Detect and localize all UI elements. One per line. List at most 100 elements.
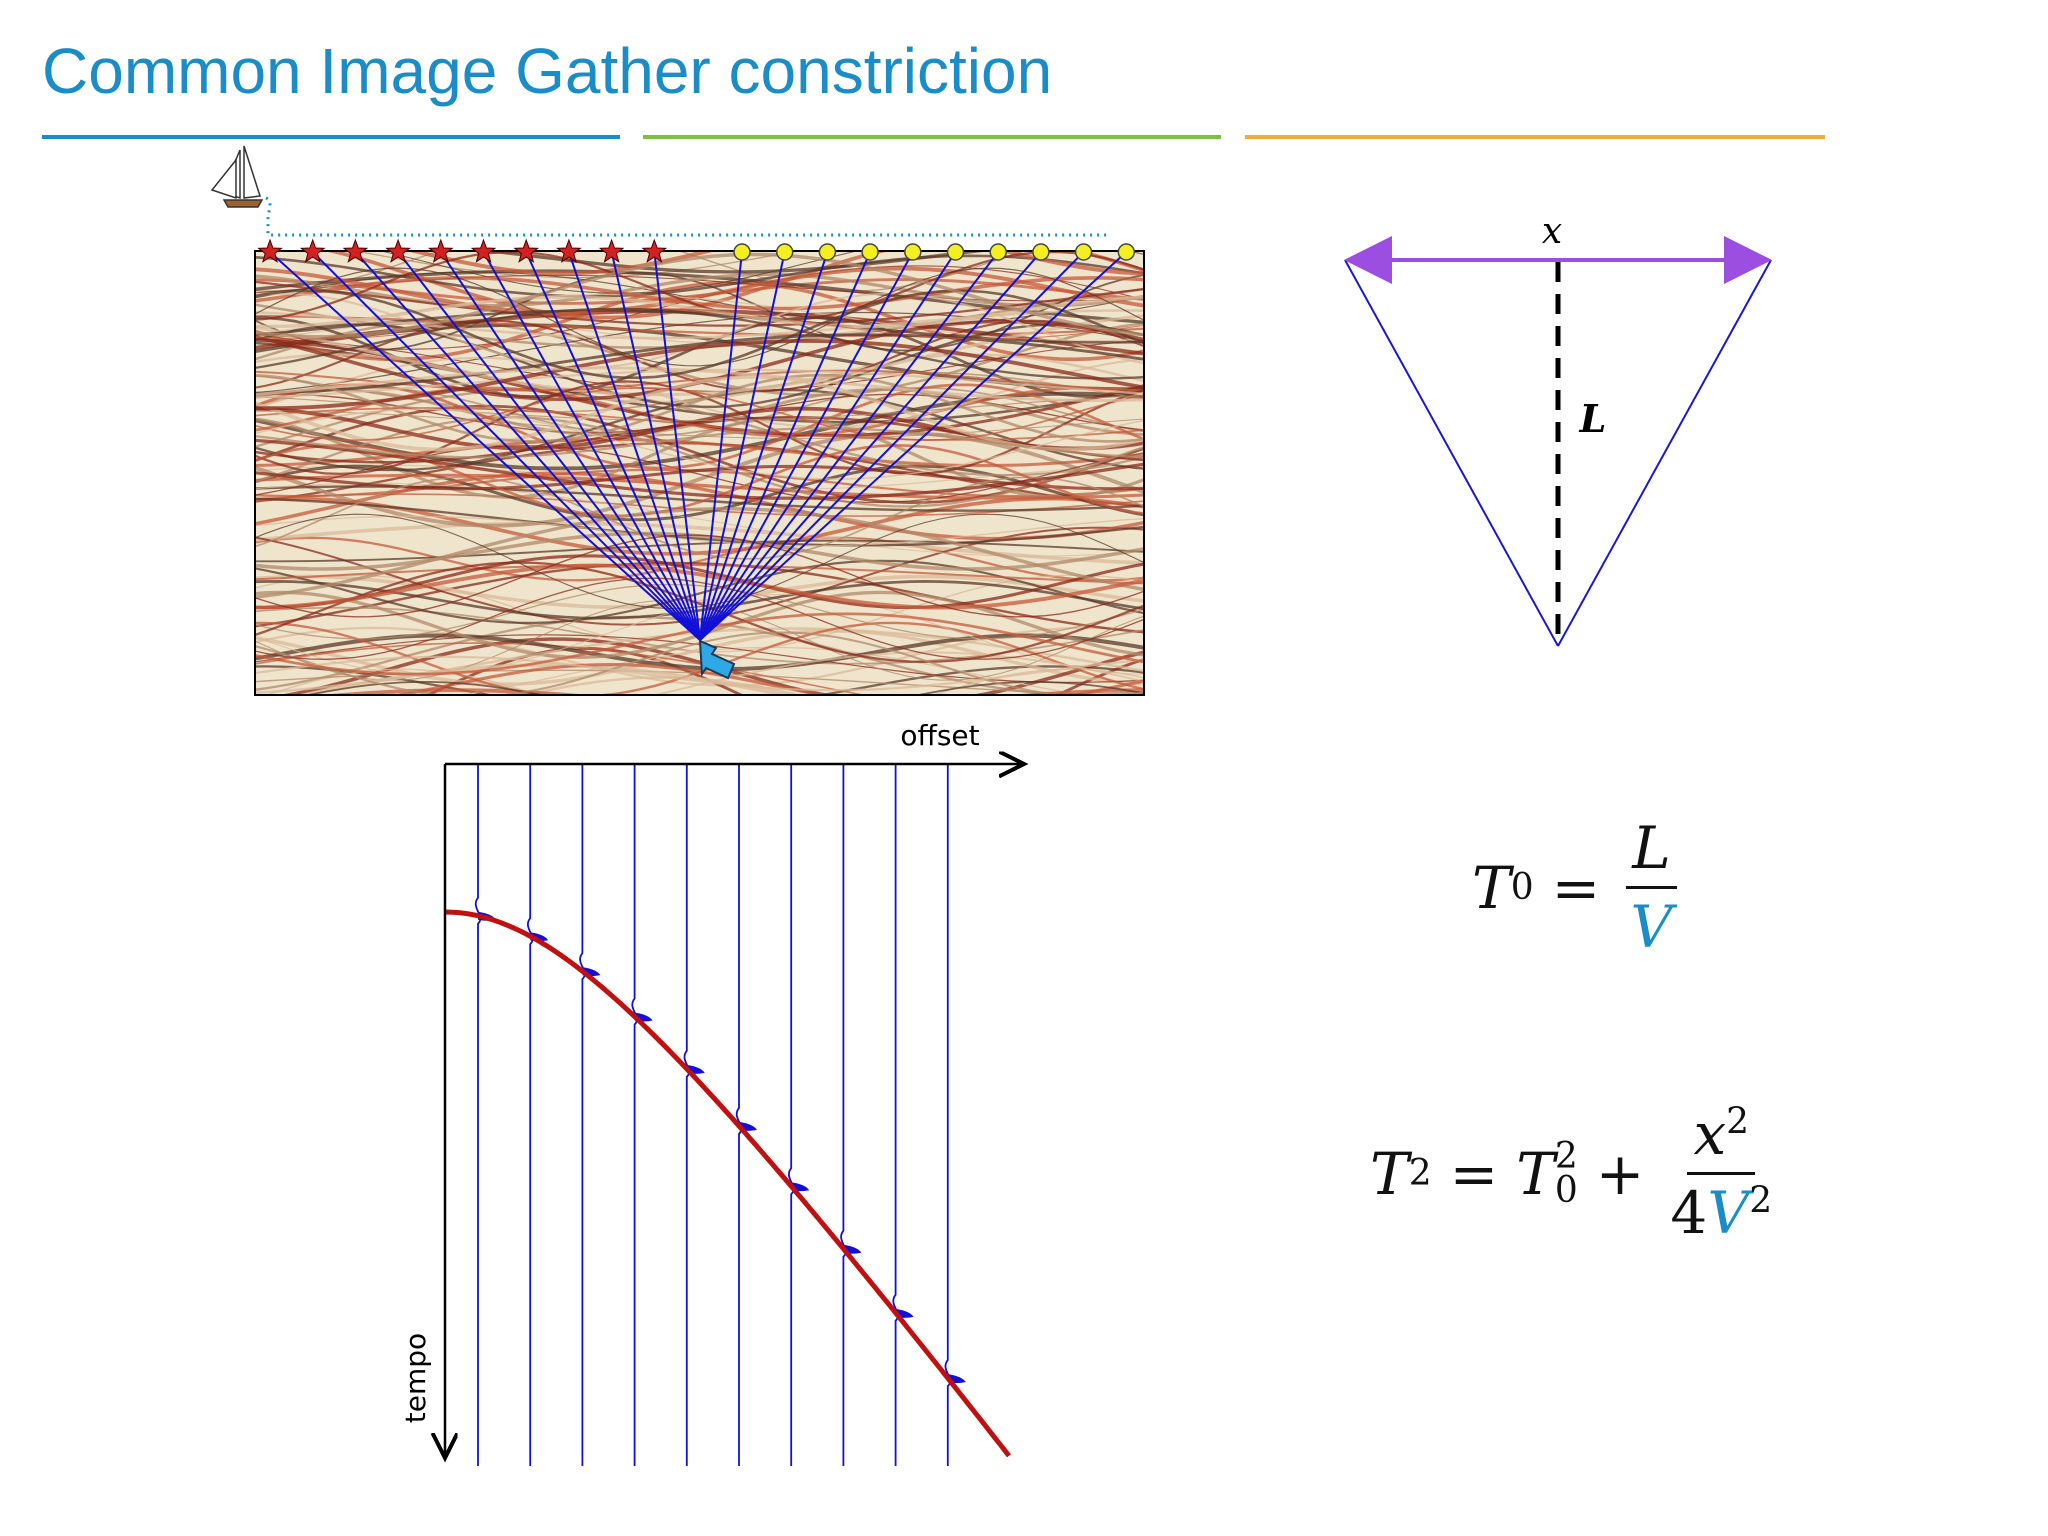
seismic-reflector xyxy=(255,307,1144,340)
ray xyxy=(439,251,701,641)
shot-star xyxy=(598,238,625,263)
seismic-reflector xyxy=(255,339,1144,411)
eq-coefficient: 4 xyxy=(1670,1179,1708,1247)
eq-superscript: 2 xyxy=(1726,1101,1750,1143)
triangle-side xyxy=(1557,259,1772,647)
receiver xyxy=(1032,243,1050,261)
seismic-reflector xyxy=(255,513,1144,610)
seismic-reflector xyxy=(255,427,1144,459)
ray xyxy=(269,251,701,641)
seismic-reflector xyxy=(255,375,1144,452)
shot-star xyxy=(299,238,326,263)
seismic-reflector xyxy=(255,655,1144,692)
ray xyxy=(354,251,701,641)
ray xyxy=(397,251,701,641)
seismic-reflector xyxy=(255,289,1144,379)
seismic-reflector xyxy=(255,497,1144,547)
ray xyxy=(311,251,701,641)
trace xyxy=(944,764,951,1466)
seismic-reflector xyxy=(255,380,1144,476)
trace xyxy=(683,764,690,1466)
ray xyxy=(482,251,701,641)
eq-symbol: T xyxy=(1370,1139,1409,1208)
eq-symbol: T xyxy=(1516,1139,1555,1208)
eq-subscript: 0 xyxy=(1510,867,1534,908)
ray xyxy=(567,251,701,641)
seismic-reflector xyxy=(255,471,1144,541)
seismic-reflector xyxy=(255,407,1144,441)
ray xyxy=(699,251,999,641)
seismic-reflector xyxy=(255,394,1144,422)
ray xyxy=(525,251,701,641)
seismic-reflector xyxy=(255,280,1144,327)
trace xyxy=(735,764,743,1466)
seismic-reflector xyxy=(255,580,1144,620)
seismic-reflector xyxy=(255,431,1144,528)
eq-operator: = xyxy=(1449,1139,1499,1208)
shot-star xyxy=(428,238,454,263)
triangle-side xyxy=(1344,259,1559,647)
seismic-reflector xyxy=(255,473,1144,500)
seismic-reflector xyxy=(255,267,1144,367)
trace xyxy=(527,764,534,1466)
eq-subscript: 0 xyxy=(1554,1169,1578,1211)
boat xyxy=(210,145,264,208)
seismic-reflector xyxy=(255,563,1144,585)
seismic-reflector xyxy=(255,387,1144,442)
shot-star xyxy=(556,238,582,263)
l-label: L xyxy=(1579,396,1607,441)
receiver xyxy=(733,243,751,261)
seismic-reflector xyxy=(319,688,1144,695)
seismic-reflector xyxy=(392,662,1144,695)
receiver xyxy=(946,243,965,261)
seismic-reflector xyxy=(255,266,1144,315)
receiver xyxy=(861,243,879,261)
seismic-reflector xyxy=(294,663,795,695)
shot-star xyxy=(470,238,497,263)
ray xyxy=(699,251,914,641)
eq-numerator: x xyxy=(1693,1100,1727,1168)
ray xyxy=(699,251,1127,641)
eq-symbol: T xyxy=(1472,853,1511,922)
ray xyxy=(699,251,1085,641)
receiver xyxy=(1074,243,1093,261)
seismic-reflector xyxy=(255,506,1144,599)
seismic-reflector xyxy=(255,271,1144,352)
ray xyxy=(699,251,957,641)
eq-superscript: 2 xyxy=(1554,1135,1578,1177)
ray xyxy=(610,251,701,641)
eq-operator: = xyxy=(1551,853,1601,922)
seismic-reflector xyxy=(255,577,1144,660)
seismic-reflector xyxy=(250,699,1150,720)
seismic-reflector xyxy=(255,612,1144,676)
seismic-reflector xyxy=(652,651,1144,695)
eq-superscript: 2 xyxy=(1408,1153,1432,1194)
seismic-reflector xyxy=(255,536,1144,582)
slide-title: Common Image Gather constriction xyxy=(42,35,1053,107)
ray xyxy=(699,251,743,641)
receiver xyxy=(775,243,794,261)
seismic-reflector xyxy=(255,323,1144,408)
seismic-reflector xyxy=(255,642,868,695)
receiver xyxy=(904,243,922,261)
streamer xyxy=(265,196,1108,237)
ray xyxy=(699,251,829,641)
seismic-reflector xyxy=(405,251,1144,276)
seismic-reflector xyxy=(255,338,1144,392)
eq-numerator: L xyxy=(1626,814,1677,889)
trace xyxy=(840,764,847,1466)
seismic-reflector xyxy=(255,252,1144,339)
seismic-reflector xyxy=(255,333,1144,395)
seismic-texture xyxy=(250,251,1150,720)
seismic-reflector xyxy=(255,554,1144,610)
trace xyxy=(579,764,586,1466)
seismic-reflector xyxy=(278,637,1144,695)
seismic-reflector xyxy=(255,295,1144,329)
x-label: x xyxy=(1542,211,1562,252)
shot-star xyxy=(257,238,283,263)
seismic-reflector xyxy=(255,599,1144,681)
seismic-reflector xyxy=(255,341,1144,424)
receiver xyxy=(989,243,1007,261)
